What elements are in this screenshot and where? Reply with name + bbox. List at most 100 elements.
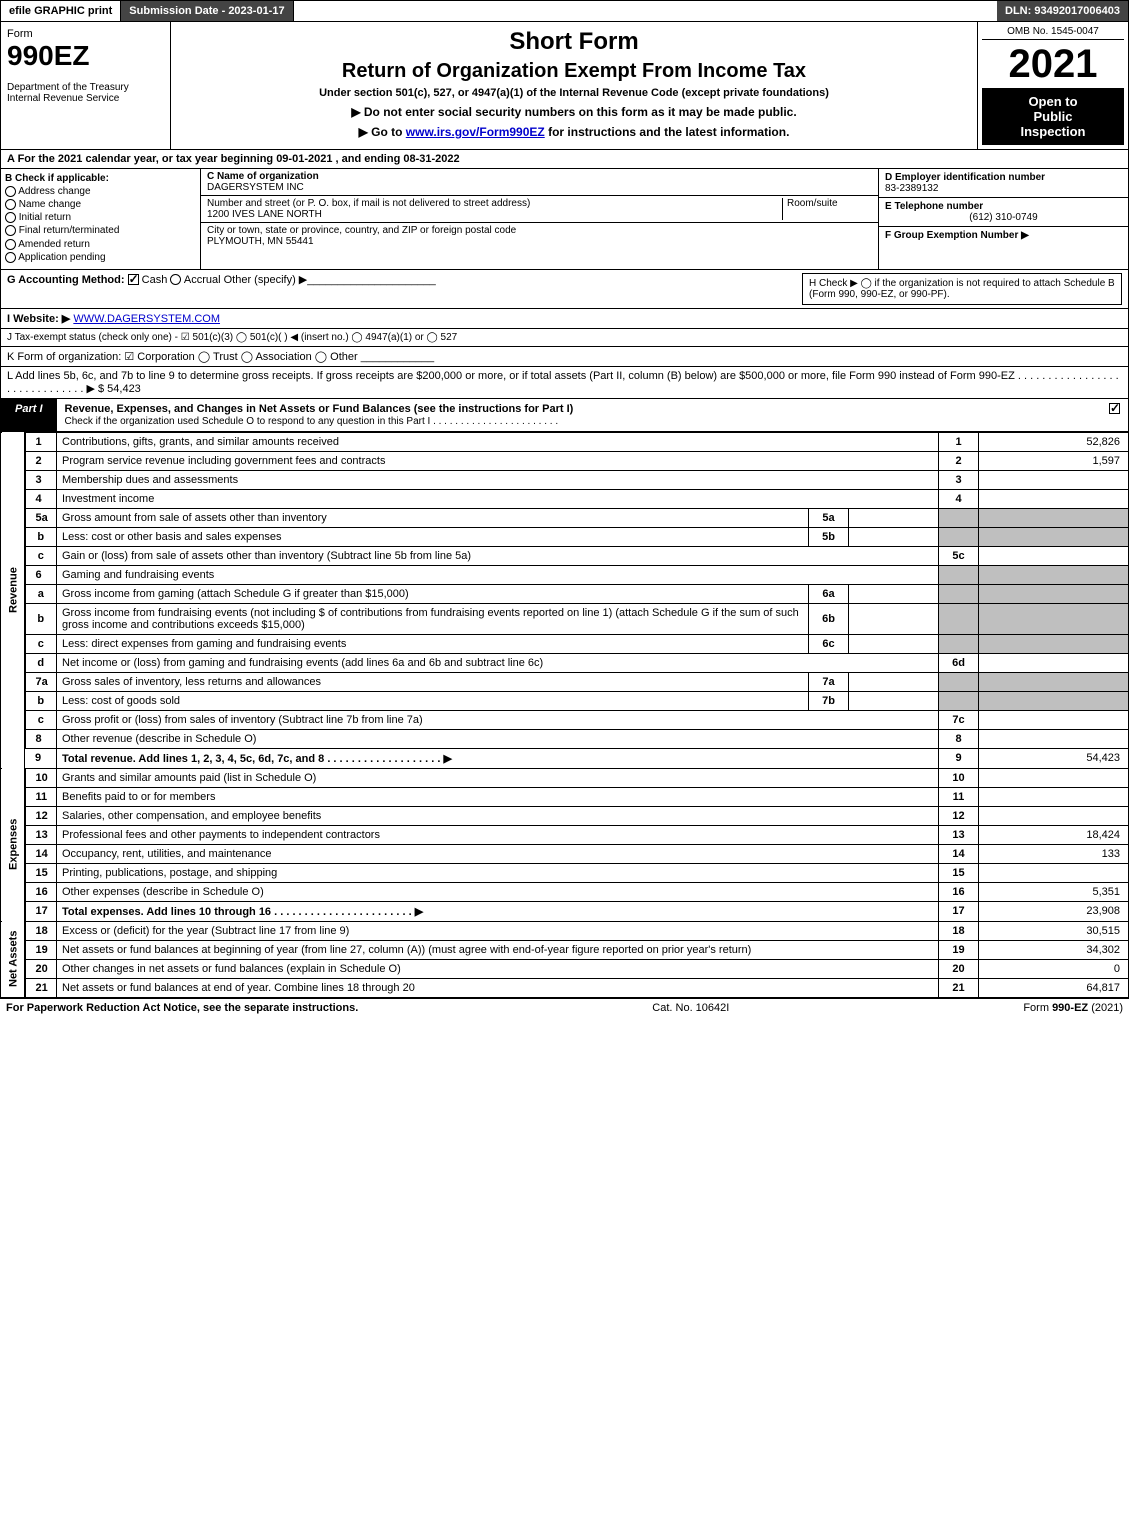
r20-val: 0	[979, 959, 1129, 978]
r20-desc: Other changes in net assets or fund bala…	[57, 959, 939, 978]
r13-desc: Professional fees and other payments to …	[57, 825, 939, 844]
row-13: 13 Professional fees and other payments …	[1, 825, 1129, 844]
cb-application-pending[interactable]: Application pending	[5, 252, 196, 263]
row-5c: c Gain or (loss) from sale of assets oth…	[1, 546, 1129, 565]
cb-cash[interactable]	[128, 274, 139, 285]
r13-val: 18,424	[979, 825, 1129, 844]
website-link[interactable]: WWW.DAGERSYSTEM.COM	[73, 313, 220, 325]
r19-num: 19	[25, 940, 57, 959]
r19-col: 19	[939, 940, 979, 959]
r6-greyval	[979, 565, 1129, 584]
submission-date: Submission Date - 2023-01-17	[121, 1, 293, 21]
r6c-sub: 6c	[809, 634, 849, 653]
footer-right: Form 990-EZ (2021)	[1023, 1002, 1123, 1014]
r14-num: 14	[25, 844, 57, 863]
row-17: 17 Total expenses. Add lines 10 through …	[1, 901, 1129, 921]
cb-initial-return[interactable]: Initial return	[5, 212, 196, 223]
row-7a: 7a Gross sales of inventory, less return…	[1, 672, 1129, 691]
r15-num: 15	[25, 863, 57, 882]
row-8: 8 Other revenue (describe in Schedule O)…	[1, 729, 1129, 748]
r6c-desc: Less: direct expenses from gaming and fu…	[57, 634, 809, 653]
row-11: 11 Benefits paid to or for members 11	[1, 787, 1129, 806]
part1-table: Revenue 1 Contributions, gifts, grants, …	[0, 432, 1129, 998]
r8-val	[979, 729, 1129, 748]
row-12: 12 Salaries, other compensation, and emp…	[1, 806, 1129, 825]
r10-val	[979, 768, 1129, 787]
city-value: PLYMOUTH, MN 55441	[207, 236, 314, 247]
r7b-subval	[849, 691, 939, 710]
cb-final-return[interactable]: Final return/terminated	[5, 225, 196, 236]
r5c-num: c	[25, 546, 57, 565]
r17-col: 17	[939, 901, 979, 921]
r11-val	[979, 787, 1129, 806]
r1-desc: Contributions, gifts, grants, and simila…	[57, 432, 939, 451]
r6-greycol	[939, 565, 979, 584]
r8-col: 8	[939, 729, 979, 748]
section-c-org-info: C Name of organization DAGERSYSTEM INC N…	[201, 169, 878, 269]
row-5a: 5a Gross amount from sale of assets othe…	[1, 508, 1129, 527]
row-7b: b Less: cost of goods sold 7b	[1, 691, 1129, 710]
r3-num: 3	[25, 470, 57, 489]
r7c-num: c	[25, 710, 57, 729]
phone-label: E Telephone number	[885, 201, 983, 212]
cb-name-change[interactable]: Name change	[5, 199, 196, 210]
r7b-desc: Less: cost of goods sold	[57, 691, 809, 710]
r6c-greycol	[939, 634, 979, 653]
r17-val: 23,908	[979, 901, 1129, 921]
r11-desc: Benefits paid to or for members	[57, 787, 939, 806]
irs-link[interactable]: www.irs.gov/Form990EZ	[406, 125, 545, 139]
cb-amended-return[interactable]: Amended return	[5, 239, 196, 250]
part1-checkbox-cell	[1101, 399, 1128, 431]
row-20: 20 Other changes in net assets or fund b…	[1, 959, 1129, 978]
row-5b: b Less: cost or other basis and sales ex…	[1, 527, 1129, 546]
section-b-header: B Check if applicable:	[5, 173, 196, 184]
r6a-sub: 6a	[809, 584, 849, 603]
r3-col: 3	[939, 470, 979, 489]
r5b-desc: Less: cost or other basis and sales expe…	[57, 527, 809, 546]
expenses-side-label: Expenses	[1, 768, 25, 921]
row-6b: b Gross income from fundraising events (…	[1, 603, 1129, 634]
part1-checktext: Check if the organization used Schedule …	[65, 416, 559, 427]
r17-num: 17	[25, 901, 57, 921]
open-line1: Open to	[986, 94, 1120, 109]
r6c-subval	[849, 634, 939, 653]
line-l-gross-receipts: L Add lines 5b, 6c, and 7b to line 9 to …	[0, 367, 1129, 399]
r12-col: 12	[939, 806, 979, 825]
ein-label: D Employer identification number	[885, 172, 1045, 183]
revenue-side-label: Revenue	[1, 432, 25, 748]
header-center: Short Form Return of Organization Exempt…	[171, 22, 978, 149]
addr-value: 1200 IVES LANE NORTH	[207, 209, 322, 220]
r5a-greycol	[939, 508, 979, 527]
phone-value: (612) 310-0749	[885, 212, 1122, 223]
r8-num: 8	[25, 729, 57, 748]
r6b-desc: Gross income from fundraising events (no…	[57, 603, 809, 634]
efile-print-label[interactable]: efile GRAPHIC print	[1, 1, 121, 21]
cb-address-change[interactable]: Address change	[5, 186, 196, 197]
website-label: I Website: ▶	[7, 313, 70, 325]
r5a-greyval	[979, 508, 1129, 527]
r6a-greyval	[979, 584, 1129, 603]
page-footer: For Paperwork Reduction Act Notice, see …	[0, 998, 1129, 1017]
row-9: 9 Total revenue. Add lines 1, 2, 3, 4, 5…	[1, 748, 1129, 768]
r20-num: 20	[25, 959, 57, 978]
r14-val: 133	[979, 844, 1129, 863]
r9-val: 54,423	[979, 748, 1129, 768]
header-right: OMB No. 1545-0047 2021 Open to Public In…	[978, 22, 1128, 149]
r11-num: 11	[25, 787, 57, 806]
r6b-greyval	[979, 603, 1129, 634]
r4-col: 4	[939, 489, 979, 508]
r6d-num: d	[25, 653, 57, 672]
r15-desc: Printing, publications, postage, and shi…	[57, 863, 939, 882]
r9-num: 9	[25, 748, 57, 768]
row-15: 15 Printing, publications, postage, and …	[1, 863, 1129, 882]
part1-schedule-o-checkbox[interactable]	[1109, 403, 1120, 414]
r9-col: 9	[939, 748, 979, 768]
r6c-greyval	[979, 634, 1129, 653]
r6d-desc: Net income or (loss) from gaming and fun…	[57, 653, 939, 672]
other-underline: _____________________	[307, 274, 435, 286]
r7b-greyval	[979, 691, 1129, 710]
cb-accrual[interactable]	[170, 274, 181, 285]
cash-label: Cash	[142, 274, 168, 286]
row-6: 6 Gaming and fundraising events	[1, 565, 1129, 584]
row-4: 4 Investment income 4	[1, 489, 1129, 508]
